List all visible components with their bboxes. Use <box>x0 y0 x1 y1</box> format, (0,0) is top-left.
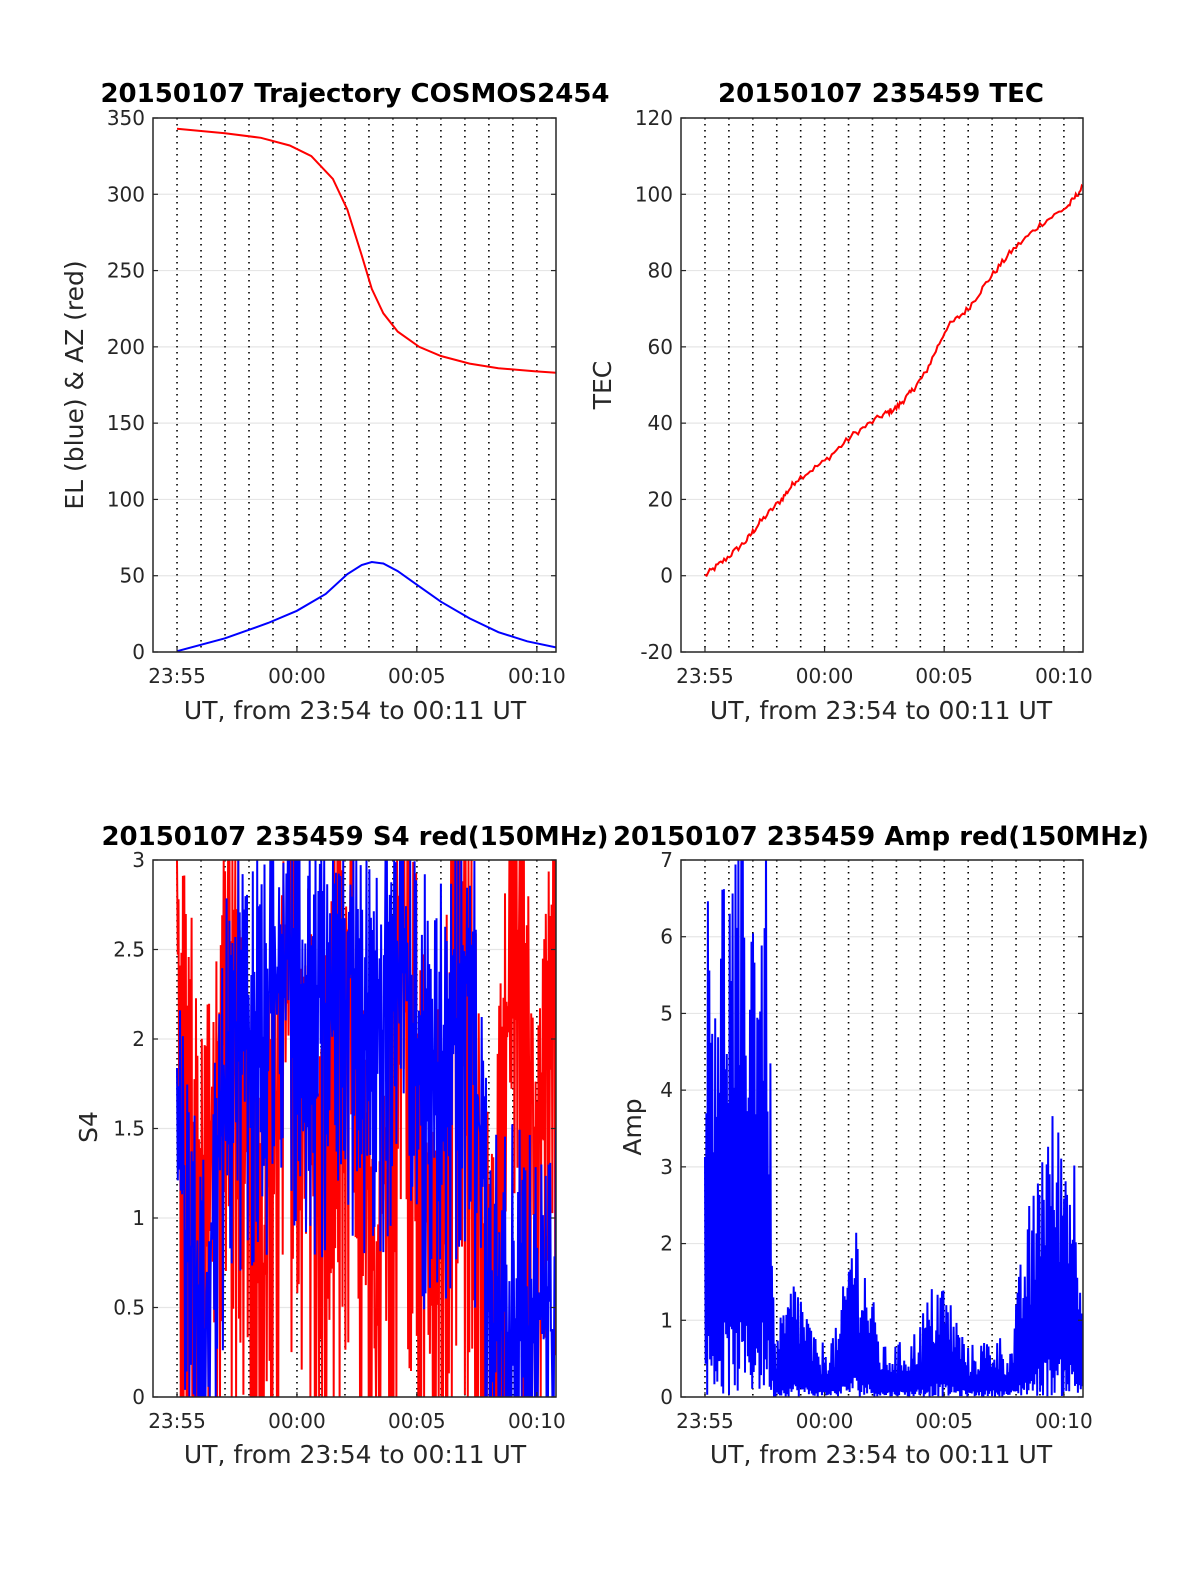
y-tick-label: 100 <box>107 487 145 511</box>
x-tick-label: 23:55 <box>148 1409 206 1433</box>
y-tick-label: 3 <box>132 848 145 872</box>
x-tick-label: 23:55 <box>676 664 734 688</box>
y-tick-label: 1 <box>660 1308 673 1332</box>
y-tick-label: 5 <box>660 1001 673 1025</box>
series-line <box>704 183 1083 577</box>
trajectory-panel: 20150107 Trajectory COSMOS2454 EL (blue)… <box>60 79 610 725</box>
y-tick-label: 350 <box>107 106 145 130</box>
trajectory-xlabel: UT, from 23:54 to 00:11 UT <box>184 696 527 725</box>
x-tick-label: 00:05 <box>388 664 446 688</box>
series-group <box>704 860 1083 1397</box>
tec-xlabel: UT, from 23:54 to 00:11 UT <box>710 696 1053 725</box>
tec-panel: 20150107 235459 TEC TEC UT, from 23:54 t… <box>588 79 1093 725</box>
y-tick-label: 4 <box>660 1078 673 1102</box>
x-tick-label: 00:00 <box>268 664 326 688</box>
plot-area <box>153 118 556 652</box>
series-line <box>176 860 556 1397</box>
y-tick-label: 300 <box>107 182 145 206</box>
y-tick-label: 2.5 <box>113 938 145 962</box>
y-tick-label: 250 <box>107 259 145 283</box>
y-tick-label: 50 <box>120 564 145 588</box>
x-tick-label: 00:10 <box>508 664 566 688</box>
y-tick-label: 6 <box>660 925 673 949</box>
s4-title: 20150107 235459 S4 red(150MHz) <box>101 822 608 852</box>
amp-ylabel: Amp <box>618 1098 647 1155</box>
y-tick-label: -20 <box>640 640 673 664</box>
x-tick-label: 00:10 <box>1035 664 1093 688</box>
y-tick-label: 1.5 <box>113 1117 145 1141</box>
y-tick-label: 0.5 <box>113 1296 145 1320</box>
y-tick-label: 200 <box>107 335 145 359</box>
x-tick-label: 00:05 <box>388 1409 446 1433</box>
y-tick-label: 100 <box>635 182 673 206</box>
y-tick-label: 2 <box>660 1232 673 1256</box>
x-tick-label: 00:00 <box>796 664 854 688</box>
trajectory-ylabel: EL (blue) & AZ (red) <box>60 260 89 509</box>
amp-panel: 20150107 235459 Amp red(150MHz) Amp UT, … <box>613 822 1149 1469</box>
y-tick-label: 0 <box>132 640 145 664</box>
series-group <box>176 860 556 1397</box>
axes-box <box>152 117 557 653</box>
x-tick-label: 23:55 <box>148 664 206 688</box>
x-tick-label: 00:10 <box>1035 1409 1093 1433</box>
series-line <box>176 127 556 374</box>
axes-box <box>680 859 1084 1398</box>
x-tick-label: 00:00 <box>268 1409 326 1433</box>
y-tick-label: 0 <box>660 1385 673 1409</box>
x-tick-label: 00:05 <box>915 664 973 688</box>
s4-xlabel: UT, from 23:54 to 00:11 UT <box>184 1440 527 1469</box>
amp-title: 20150107 235459 Amp red(150MHz) <box>613 822 1149 852</box>
y-tick-label: 3 <box>660 1155 673 1179</box>
x-tick-label: 23:55 <box>676 1409 734 1433</box>
x-tick-label: 00:00 <box>796 1409 854 1433</box>
y-tick-label: 0 <box>660 564 673 588</box>
series-group <box>176 127 556 652</box>
x-tick-label: 00:05 <box>915 1409 973 1433</box>
axes-box <box>680 117 1084 653</box>
tec-title: 20150107 235459 TEC <box>718 79 1044 109</box>
s4-ylabel: S4 <box>74 1111 103 1143</box>
y-tick-label: 1 <box>132 1206 145 1230</box>
y-tick-label: 60 <box>648 335 673 359</box>
series-group <box>704 183 1083 577</box>
series-line <box>176 560 556 652</box>
y-tick-label: 150 <box>107 411 145 435</box>
y-tick-label: 20 <box>648 487 673 511</box>
tec-ylabel: TEC <box>588 361 617 411</box>
amp-xlabel: UT, from 23:54 to 00:11 UT <box>710 1440 1053 1469</box>
y-tick-label: 2 <box>132 1027 145 1051</box>
trajectory-title: 20150107 Trajectory COSMOS2454 <box>100 79 609 109</box>
y-tick-label: 40 <box>648 411 673 435</box>
y-tick-label: 80 <box>648 259 673 283</box>
y-tick-label: 0 <box>132 1385 145 1409</box>
y-tick-label: 7 <box>660 848 673 872</box>
s4-panel: 20150107 235459 S4 red(150MHz) S4 UT, fr… <box>74 822 609 1469</box>
x-tick-label: 00:10 <box>508 1409 566 1433</box>
plot-area <box>681 118 1083 652</box>
y-tick-label: 120 <box>635 106 673 130</box>
series-line <box>704 860 1083 1397</box>
